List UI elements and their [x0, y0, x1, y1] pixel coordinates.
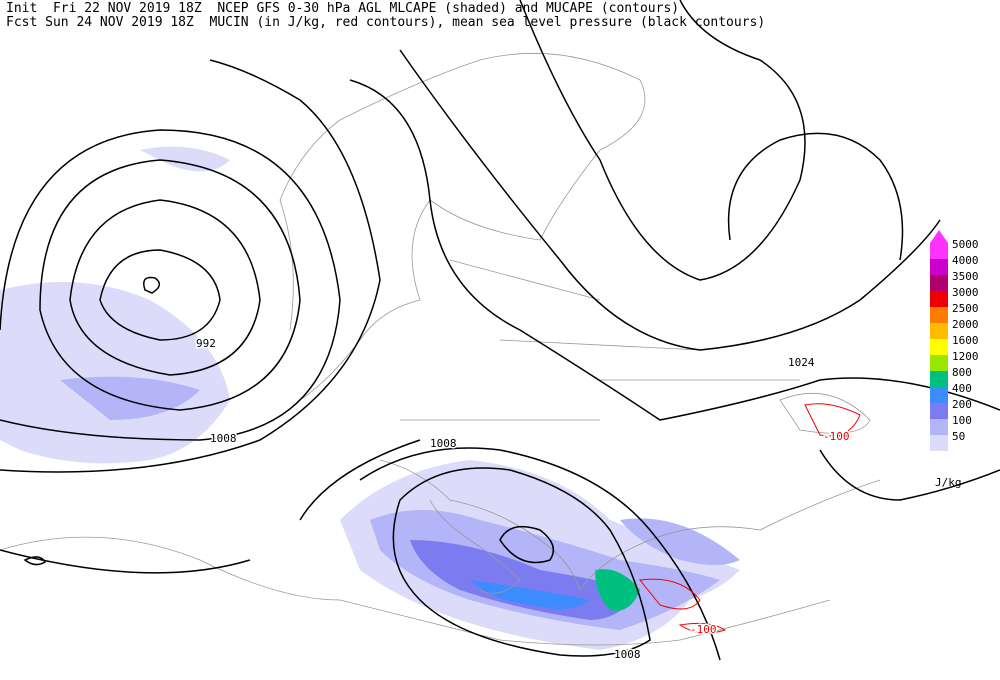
header-line: Init Fri 22 NOV 2019 18Z NCEP GFS 0-30 h…: [6, 1, 679, 16]
legend-label: 5000: [952, 238, 979, 251]
legend: 5000 4000 3500 3000 2500 2000 1600 1200 800 400 20…: [930, 230, 979, 489]
legend-label: 3000: [952, 286, 979, 299]
header-line: Fcst Sun 24 NOV 2019 18Z MUCIN (in J/kg,…: [6, 15, 765, 30]
legend-swatch: [930, 387, 948, 403]
legend-label: 50: [952, 430, 965, 443]
coastlines: [0, 52, 881, 646]
legend-label: 400: [952, 382, 972, 395]
contour-label: 1008: [614, 648, 641, 661]
pressure-contours: [0, 0, 1000, 661]
legend-label: 1600: [952, 334, 979, 347]
legend-label: 200: [952, 398, 972, 411]
legend-label: 100: [952, 414, 972, 427]
legend-label: 800: [952, 366, 972, 379]
legend-label: 3500: [952, 270, 979, 283]
contour-label: 1008: [210, 432, 237, 445]
legend-swatch: [930, 435, 948, 451]
legend-swatch: [930, 419, 948, 435]
legend-swatch: [930, 339, 948, 355]
legend-label: 1200: [952, 350, 979, 363]
contour-label: -100: [823, 430, 850, 443]
legend-swatch: [930, 371, 948, 387]
legend-swatch: [930, 403, 948, 419]
contour-label: -100: [690, 623, 717, 636]
legend-swatch: [930, 243, 948, 259]
legend-swatch: [930, 275, 948, 291]
contour-labels: 992 1008 1008 1024 1008 -100 -100: [195, 336, 852, 663]
legend-swatch: [930, 259, 948, 275]
legend-label: 4000: [952, 254, 979, 267]
legend-arrow: [930, 230, 948, 243]
legend-swatch: [930, 355, 948, 371]
legend-unit: J/kg: [935, 476, 962, 489]
contour-label: 992: [196, 337, 216, 350]
legend-swatch: [930, 291, 948, 307]
contour-label: 1024: [788, 356, 815, 369]
legend-swatch: [930, 323, 948, 339]
header: Init Fri 22 NOV 2019 18Z NCEP GFS 0-30 h…: [6, 1, 765, 30]
contour-label: 1008: [430, 437, 457, 450]
cin-contours: [639, 403, 861, 634]
legend-label: 2000: [952, 318, 979, 331]
legend-label: 2500: [952, 302, 979, 315]
legend-swatch: [930, 307, 948, 323]
